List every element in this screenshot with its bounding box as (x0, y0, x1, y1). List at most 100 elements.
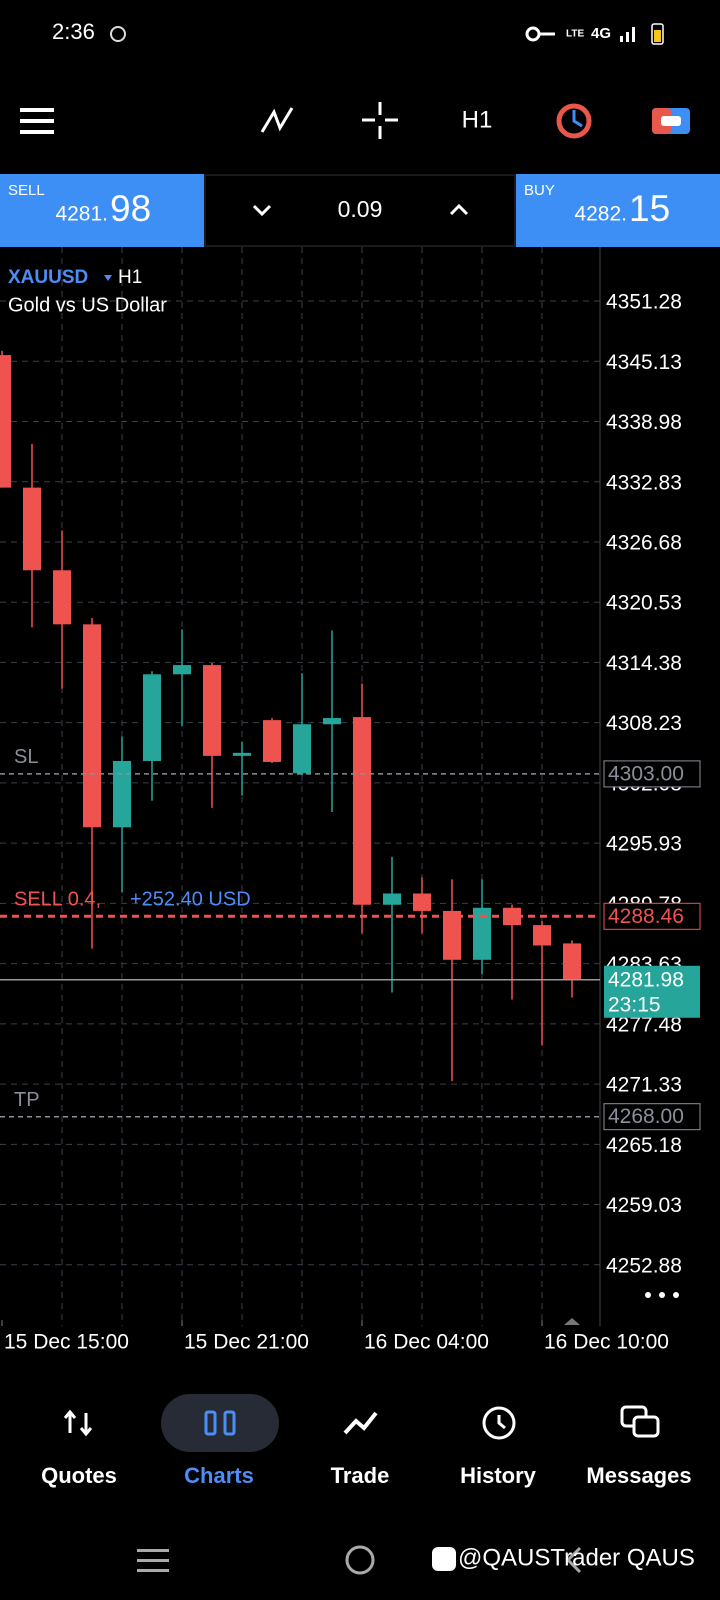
price-tag-text: 4281.98 (608, 968, 684, 991)
candle-body (173, 665, 191, 675)
candle-body (0, 355, 11, 488)
candle-body (413, 893, 431, 911)
signal-icon (620, 27, 635, 42)
candle-body (293, 724, 311, 774)
candle-body (113, 760, 131, 828)
symbol[interactable]: XAUUSD (8, 267, 88, 288)
x-tick-label: 15 Dec 15:00 (4, 1331, 129, 1354)
lot-size[interactable]: 0.09 (338, 196, 383, 222)
objects-button[interactable] (556, 103, 592, 139)
nav-label[interactable]: Messages (586, 1463, 691, 1488)
candle-body (23, 487, 41, 571)
price-tag-text: 4288.46 (608, 905, 684, 928)
candle-body (473, 907, 491, 960)
level-profit: +252.40 USD (130, 889, 251, 911)
back-button[interactable] (565, 1546, 582, 1574)
settings-icon (110, 26, 126, 42)
level-label: SELL 0.4, (14, 889, 101, 911)
y-tick-label: 4259.03 (606, 1194, 682, 1217)
x-tick-label: 16 Dec 10:00 (544, 1331, 669, 1354)
home-button[interactable] (345, 1545, 375, 1575)
sell-price-big: 98 (110, 188, 151, 229)
y-tick-label: 4351.28 (606, 291, 682, 314)
y-tick-label: 4338.98 (606, 411, 682, 434)
candle-body (503, 907, 521, 926)
candle-body (383, 893, 401, 905)
buy-price-small: 4282. (574, 203, 627, 226)
indicators-button[interactable] (260, 107, 294, 133)
facebook-icon (432, 1547, 456, 1571)
candle-body (233, 752, 251, 756)
y-tick-label: 4308.23 (606, 712, 682, 735)
more-button[interactable] (645, 1292, 679, 1298)
clock: 2:36 (52, 19, 95, 44)
y-tick-label: 4265.18 (606, 1134, 682, 1157)
sell-price-small: 4281. (55, 203, 108, 226)
x-tick-label: 16 Dec 04:00 (364, 1331, 489, 1354)
menu-button[interactable] (20, 108, 54, 134)
candle-body (143, 674, 161, 761)
watermark: @QAUSTrader QAUS (458, 1544, 695, 1571)
nav-label[interactable]: Quotes (41, 1463, 117, 1488)
candle-body (263, 720, 281, 762)
candle-body (563, 943, 581, 980)
price-tag-text: 4268.00 (608, 1105, 684, 1128)
y-tick-label: 4271.33 (606, 1074, 682, 1097)
candle-body (353, 717, 371, 905)
chart-timeframe: H1 (118, 267, 142, 288)
network: 4G (591, 25, 611, 42)
trade-toggle[interactable] (652, 108, 690, 134)
sell-button[interactable] (0, 174, 204, 247)
buy-price-big: 15 (629, 188, 670, 229)
sell-label: SELL (8, 182, 45, 199)
symbol-dropdown[interactable] (104, 275, 112, 281)
price-tag (603, 1103, 701, 1131)
candle-body (53, 570, 71, 625)
price-tag (603, 902, 701, 930)
bar-timer: 23:15 (608, 993, 661, 1016)
price-tag (604, 965, 700, 1018)
nav-icon (204, 1410, 236, 1436)
y-tick-label: 4314.38 (606, 652, 682, 675)
price-tag-text: 4303.00 (608, 762, 684, 785)
x-tick-label: 15 Dec 21:00 (184, 1331, 309, 1354)
key-icon (525, 26, 555, 42)
y-tick-label: 4252.88 (606, 1254, 682, 1277)
buy-button[interactable] (516, 174, 720, 247)
price-tag (603, 760, 701, 788)
nav-icon (63, 1409, 93, 1437)
lot-up[interactable] (449, 203, 469, 216)
nav-icon (620, 1405, 660, 1438)
y-tick-label: 4295.93 (606, 833, 682, 856)
candle-body (443, 910, 461, 960)
timeframe-button[interactable]: H1 (462, 106, 493, 133)
crosshair-button[interactable] (362, 102, 398, 139)
candle-body (203, 665, 221, 756)
y-tick-label: 4332.83 (606, 471, 682, 494)
chart: 4351.28 4345.13 4338.98 4332.83 4326.68 4320.… (0, 247, 701, 1354)
y-tick-label: 4320.53 (606, 592, 682, 615)
nav-icon (343, 1411, 378, 1435)
nav-icon (482, 1406, 516, 1440)
bottom-nav: Quotes Charts Trade History Messages (41, 1394, 692, 1488)
buy-label: BUY (524, 182, 555, 199)
network-type: LTE (566, 29, 584, 40)
nav-label[interactable]: Charts (184, 1463, 254, 1488)
level-label: SL (14, 746, 38, 768)
nav-active-pill (161, 1394, 279, 1452)
candle-body (533, 925, 551, 946)
lot-down[interactable] (252, 204, 272, 217)
battery-icon (651, 23, 664, 45)
scroll-marker (564, 1318, 580, 1325)
nav-label[interactable]: Trade (331, 1463, 390, 1488)
y-tick-label: 4345.13 (606, 351, 682, 374)
recents-button[interactable] (137, 1549, 169, 1572)
chart-subtitle: Gold vs US Dollar (8, 294, 167, 316)
level-label: TP (14, 1089, 40, 1111)
y-tick-label: 4277.48 (606, 1013, 682, 1036)
candle-body (323, 718, 341, 725)
nav-label[interactable]: History (460, 1463, 537, 1488)
y-tick-label: 4326.68 (606, 532, 682, 555)
candle-body (83, 624, 101, 828)
